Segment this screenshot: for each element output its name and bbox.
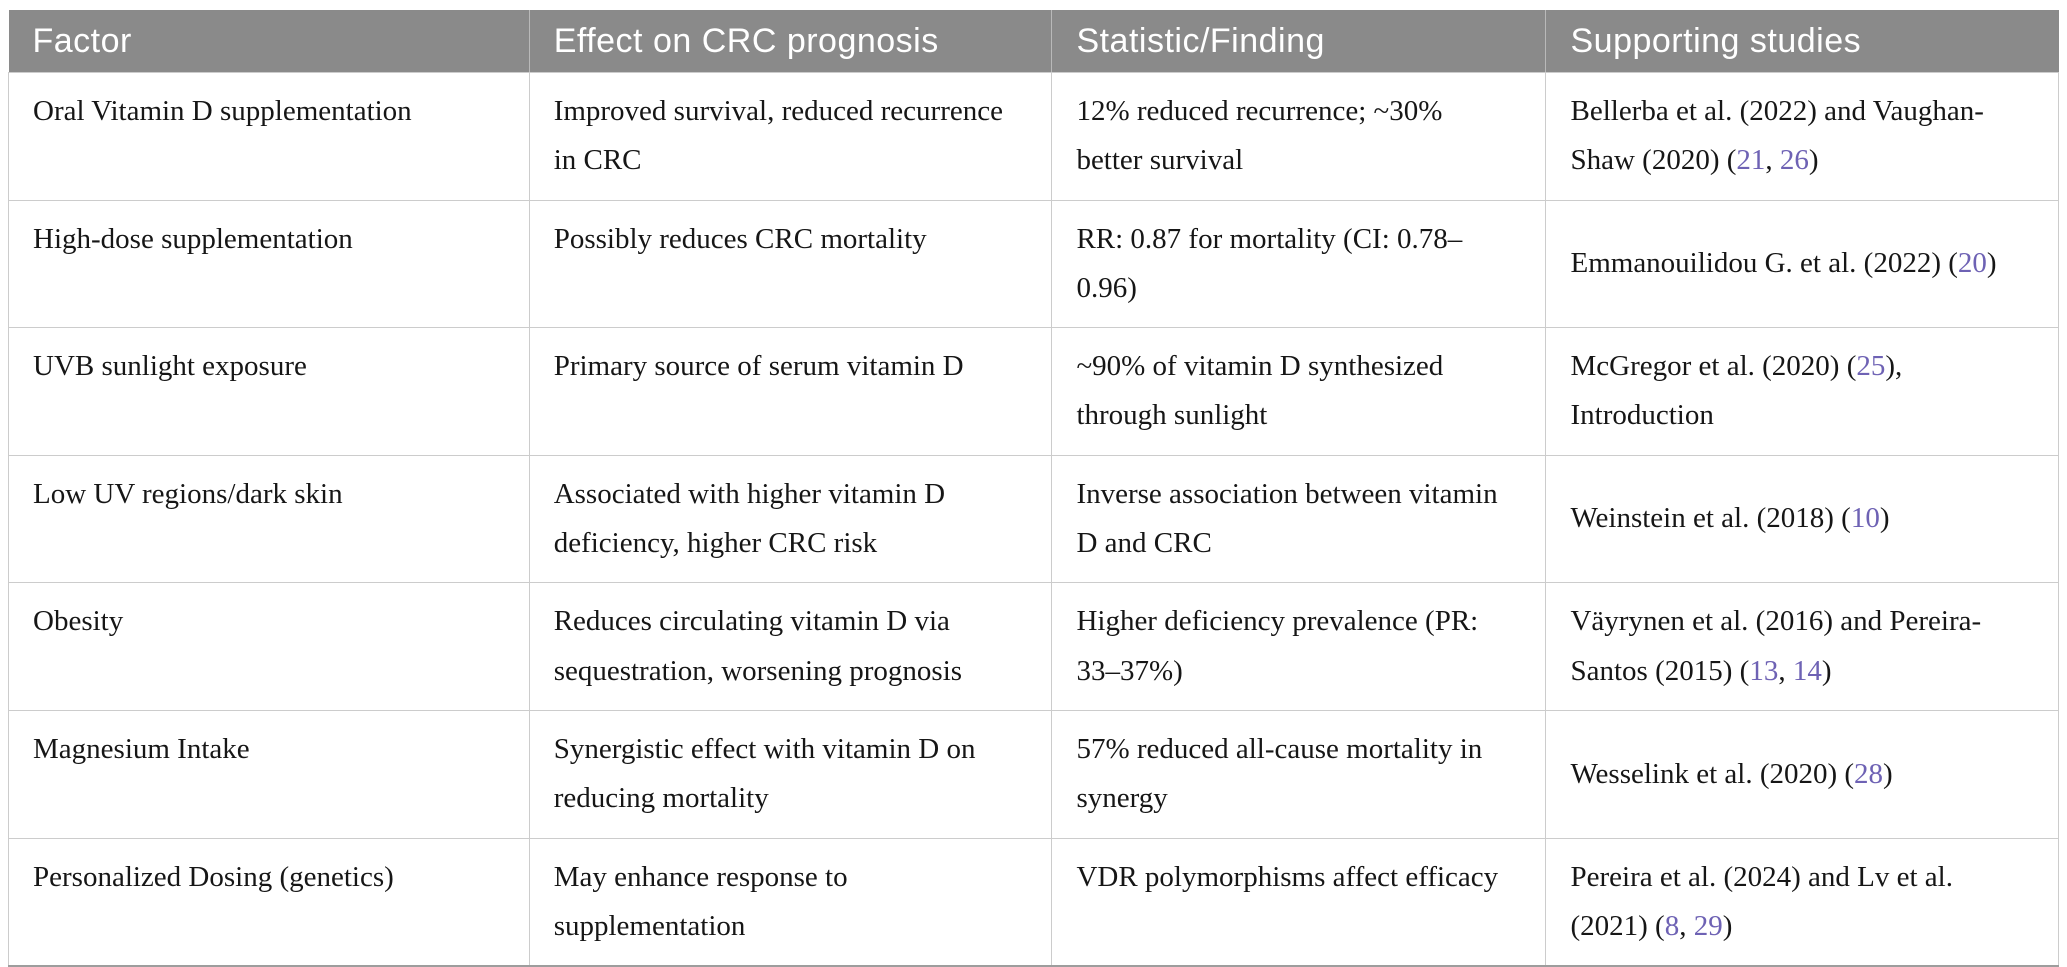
citation-text: Wesselink et al. (2020) ( xyxy=(1570,757,1855,790)
reference-link[interactable]: 10 xyxy=(1850,502,1880,535)
cell-effect: Associated with higher vitamin D deficie… xyxy=(529,454,1053,583)
cell-effect: May enhance response to supplementation xyxy=(529,837,1053,967)
column-header-effect: Effect on CRC prognosis xyxy=(528,10,1052,73)
citation-text: Väyrynen et al. (2016) and Pereira-Santo… xyxy=(1570,605,1982,687)
cell-supporting-studies: McGregor et al. (2020) (25), Introductio… xyxy=(1545,327,2059,456)
cell-supporting-studies: Pereira et al. (2024) and Lv et al. (202… xyxy=(1545,837,2059,967)
citation-text: Pereira et al. (2024) and Lv et al. (202… xyxy=(1570,860,1953,942)
citation-text: ) xyxy=(1879,502,1890,535)
reference-link[interactable]: 26 xyxy=(1779,144,1809,177)
citation-text: ) xyxy=(1986,247,1997,280)
citation-text: Weinstein et al. (2018) ( xyxy=(1570,502,1851,535)
cell-statistic: Inverse association between vitamin D an… xyxy=(1051,454,1547,583)
table-row: Magnesium Intake Synergistic effect with … xyxy=(8,709,2059,839)
cell-factor: Magnesium Intake xyxy=(8,709,530,839)
reference-link[interactable]: 28 xyxy=(1854,757,1884,790)
table-row: Obesity Reduces circulating vitamin D via… xyxy=(8,582,2059,711)
cell-effect: Primary source of serum vitamin D xyxy=(529,327,1053,456)
table-row: High-dose supplementation Possibly reduce… xyxy=(8,199,2059,328)
cell-effect: Reduces circulating vitamin D via seques… xyxy=(529,582,1053,711)
cell-supporting-studies: Emmanouilidou G. et al. (2022) (20) xyxy=(1545,199,2059,328)
cell-supporting-studies: Bellerba et al. (2022) and Vaughan-Shaw … xyxy=(1545,72,2059,201)
cell-statistic: 57% reduced all-cause mortality in syner… xyxy=(1051,709,1547,839)
cell-effect: Synergistic effect with vitamin D on red… xyxy=(529,709,1053,839)
factors-table-container: Factor Effect on CRC prognosis Statistic… xyxy=(8,10,2059,967)
cell-factor: Low UV regions/dark skin xyxy=(8,454,530,583)
cell-statistic: Higher deficiency prevalence (PR: 33–37%… xyxy=(1051,582,1547,711)
citation-text: McGregor et al. (2020) ( xyxy=(1570,350,1857,383)
cell-factor: High-dose supplementation xyxy=(8,199,530,328)
citation-text: , xyxy=(1778,654,1793,687)
cell-statistic: 12% reduced recurrence; ~30% better surv… xyxy=(1051,72,1547,201)
table-row: UVB sunlight exposure Primary source of s… xyxy=(8,327,2059,456)
reference-link[interactable]: 14 xyxy=(1792,654,1822,687)
table-row: Oral Vitamin D supplementation Improved s… xyxy=(8,72,2059,201)
reference-link[interactable]: 29 xyxy=(1693,909,1723,942)
citation-text: ) xyxy=(1883,757,1893,790)
reference-link[interactable]: 20 xyxy=(1957,247,1987,280)
table-row: Low UV regions/dark skin Associated with … xyxy=(8,454,2059,583)
column-header-supporting-studies: Supporting studies xyxy=(1545,10,2059,73)
citation-text: ) xyxy=(1808,144,1819,177)
table-row: Personalized Dosing (genetics) May enhanc… xyxy=(8,837,2059,967)
cell-factor: Oral Vitamin D supplementation xyxy=(8,72,530,201)
column-header-factor: Factor xyxy=(8,10,530,73)
citation-text: Emmanouilidou G. et al. (2022) ( xyxy=(1570,247,1958,280)
cell-factor: UVB sunlight exposure xyxy=(8,327,530,456)
cell-effect: Possibly reduces CRC mortality xyxy=(529,199,1053,328)
citation-text: ) xyxy=(1722,909,1733,942)
cell-statistic: ~90% of vitamin D synthesized through su… xyxy=(1051,327,1547,456)
citation-text: ) xyxy=(1821,654,1832,687)
reference-link[interactable]: 8 xyxy=(1664,909,1680,942)
citation-text: , xyxy=(1679,909,1694,942)
citation-text: , xyxy=(1765,144,1780,177)
cell-supporting-studies: Wesselink et al. (2020) (28) xyxy=(1545,709,2059,839)
cell-supporting-studies: Väyrynen et al. (2016) and Pereira-Santo… xyxy=(1545,582,2059,711)
cell-factor: Obesity xyxy=(8,582,530,711)
cell-factor: Personalized Dosing (genetics) xyxy=(8,837,530,967)
reference-link[interactable]: 25 xyxy=(1856,350,1886,383)
reference-link[interactable]: 13 xyxy=(1749,654,1779,687)
table-body: Oral Vitamin D supplementation Improved s… xyxy=(8,72,2059,967)
table-header: Factor Effect on CRC prognosis Statistic… xyxy=(8,10,2059,73)
citation-text: ), Introduction xyxy=(1570,350,1903,432)
reference-link[interactable]: 21 xyxy=(1736,144,1766,177)
crc-prognosis-factors-table: Factor Effect on CRC prognosis Statistic… xyxy=(8,10,2059,967)
cell-statistic: VDR polymorphisms affect efficacy xyxy=(1051,837,1547,967)
column-header-statistic: Statistic/Finding xyxy=(1051,10,1546,73)
cell-statistic: RR: 0.87 for mortality (CI: 0.78–0.96) xyxy=(1051,199,1547,328)
citation-text: Bellerba et al. (2022) and Vaughan-Shaw … xyxy=(1570,95,1984,177)
cell-effect: Improved survival, reduced recurrence in… xyxy=(529,72,1053,201)
cell-supporting-studies: Weinstein et al. (2018) (10) xyxy=(1545,454,2059,583)
